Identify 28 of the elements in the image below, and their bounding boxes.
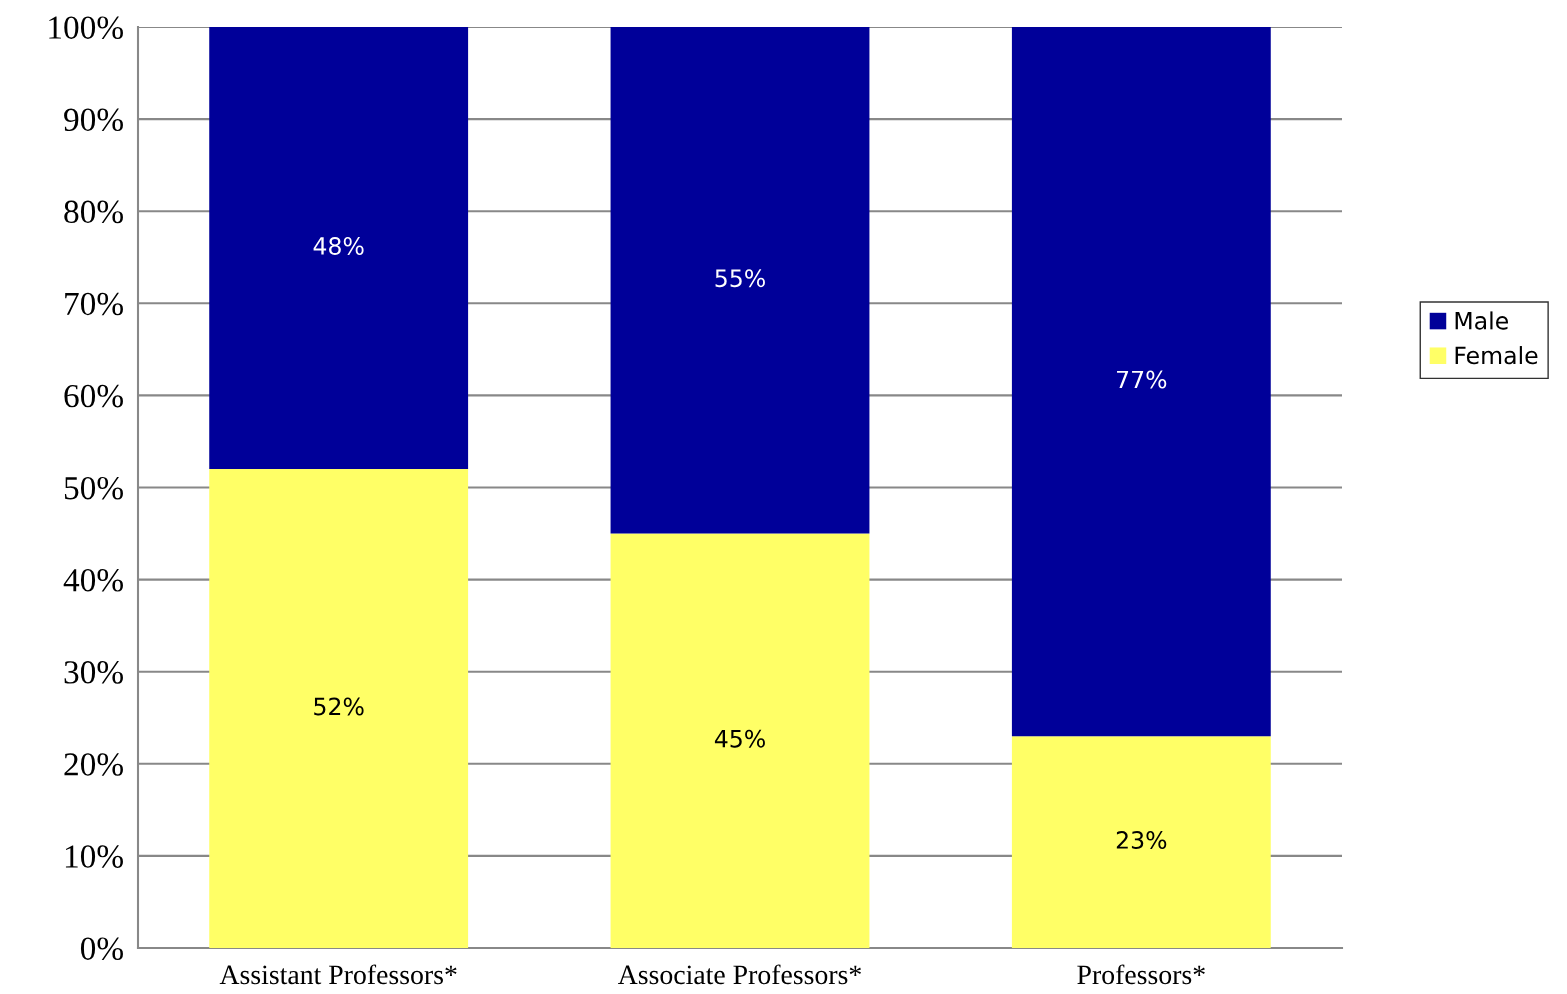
y-tick-label: 100% <box>49 16 123 39</box>
y-tick-label: 40% <box>63 569 123 592</box>
data-label: 23% <box>1116 831 1167 849</box>
y-tick-label: 20% <box>64 753 123 776</box>
legend-label: Male <box>1455 311 1508 330</box>
y-tick-label: 0% <box>80 937 123 960</box>
y-tick-label: 60% <box>64 384 123 408</box>
x-tick-label: Assistant Professors* <box>219 964 457 985</box>
y-tick-label: 80% <box>64 200 123 224</box>
data-label: 48% <box>313 237 364 255</box>
data-label: 55% <box>715 269 765 288</box>
bar <box>610 27 870 534</box>
data-label: 52% <box>314 697 364 716</box>
y-tick-label: 70% <box>65 292 123 316</box>
legend-label: Female <box>1455 346 1538 365</box>
y-tick-label: 50% <box>64 476 123 500</box>
bar <box>1011 27 1271 737</box>
bar <box>1011 736 1271 948</box>
data-label: 45% <box>714 729 765 748</box>
bar <box>610 533 870 948</box>
x-tick-label: Professors* <box>1077 964 1205 985</box>
bar <box>209 27 469 470</box>
bar <box>209 469 469 948</box>
y-tick-label: 10% <box>65 845 123 868</box>
y-tick-label: 90% <box>64 108 123 132</box>
data-label: 77% <box>1117 370 1167 389</box>
x-tick-label: Associate Professors* <box>617 964 861 985</box>
y-tick-label: 30% <box>64 661 123 684</box>
